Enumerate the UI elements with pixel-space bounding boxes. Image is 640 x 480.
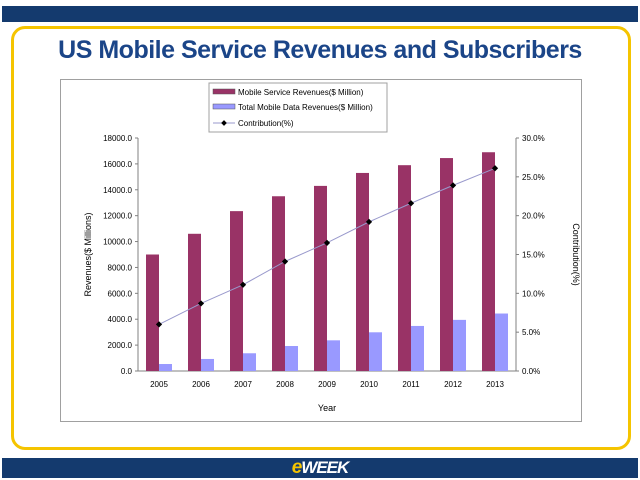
x-tick-label: 2011: [402, 380, 420, 389]
y-tick-label: 4000.0: [108, 315, 133, 324]
bar-mobile-data-revenue: [201, 358, 214, 371]
legend-swatch-mobile-service: [212, 88, 236, 95]
y-tick-label: 8000.0: [108, 263, 133, 272]
contribution-point: [323, 239, 331, 246]
x-tick-label: 2006: [192, 380, 210, 389]
y2-tick-label: 30.0%: [522, 134, 545, 143]
y-tick-label: 12000.0: [103, 212, 132, 221]
bottom-banner: eWEEK: [2, 458, 638, 478]
legend: [208, 82, 388, 133]
y-tick-label: 0.0: [121, 367, 133, 376]
y-tick-label: 2000.0: [108, 341, 133, 350]
contribution-point: [365, 218, 373, 225]
bar-mobile-service-revenue: [440, 158, 453, 371]
bar-mobile-service-revenue: [356, 172, 369, 371]
bar-mobile-service-revenue: [398, 165, 411, 371]
x-axis-label: Year: [318, 403, 336, 413]
bar-mobile-data-revenue: [243, 353, 256, 371]
y2-tick-label: 25.0%: [522, 173, 545, 182]
eweek-logo: eWEEK: [291, 457, 350, 478]
contribution-point: [155, 321, 163, 328]
legend-label: Contribution(%): [238, 119, 294, 128]
y-tick-label: 6000.0: [108, 289, 133, 298]
y2-tick-label: 10.0%: [522, 289, 545, 298]
y2-tick-label: 15.0%: [522, 251, 545, 260]
x-tick-label: 2007: [234, 380, 252, 389]
x-tick-label: 2013: [486, 380, 504, 389]
x-tick-label: 2010: [360, 380, 378, 389]
bar-mobile-data-revenue: [285, 346, 298, 371]
y2-tick-label: 0.0%: [522, 367, 540, 376]
legend-swatch-mobile-data: [212, 103, 236, 110]
contribution-point: [491, 165, 499, 172]
bar-mobile-service-revenue: [272, 196, 285, 371]
top-banner: [2, 6, 638, 22]
y-tick-label: 16000.0: [103, 160, 132, 169]
contribution-point: [197, 300, 205, 307]
bar-mobile-data-revenue: [411, 325, 424, 371]
bar-mobile-data-revenue: [159, 364, 172, 371]
x-tick-label: 2005: [150, 380, 168, 389]
bar-mobile-service-revenue: [188, 233, 201, 371]
chart: 0.0 2000.0 4000.0 6000.0 8000.0 10000.0 12000.…: [83, 82, 581, 413]
x-tick-label: 2009: [318, 380, 336, 389]
legend-label: Total Mobile Data Revenues($ Million): [238, 103, 373, 112]
x-tick-label: 2008: [276, 380, 294, 389]
y2-tick-label: 5.0%: [522, 328, 540, 337]
bar-mobile-data-revenue: [369, 332, 382, 371]
bar-mobile-service-revenue: [482, 152, 495, 371]
bar-mobile-service-revenue: [230, 211, 243, 371]
y2-tick-label: 20.0%: [522, 212, 545, 221]
y-tick-label: 10000.0: [103, 238, 132, 247]
legend-label: Mobile Service Revenues($ Million): [238, 88, 364, 97]
bar-mobile-data-revenue: [453, 319, 466, 371]
y-axis-label: Revenues($ Millions): [83, 212, 93, 296]
bar-mobile-service-revenue: [314, 185, 327, 371]
y-tick-label: 14000.0: [103, 186, 132, 195]
bar-mobile-data-revenue: [495, 313, 508, 371]
y-tick-label: 18000.0: [103, 134, 132, 143]
chart-container: 0.0 2000.0 4000.0 6000.0 8000.0 10000.0 12000.…: [60, 79, 582, 422]
slide-title: US Mobile Service Revenues and Subscribe…: [58, 36, 582, 64]
x-tick-label: 2012: [444, 380, 462, 389]
y2-axis-label: Contribution(%): [571, 223, 581, 286]
bar-mobile-service-revenue: [146, 254, 159, 371]
bar-mobile-data-revenue: [327, 340, 340, 371]
